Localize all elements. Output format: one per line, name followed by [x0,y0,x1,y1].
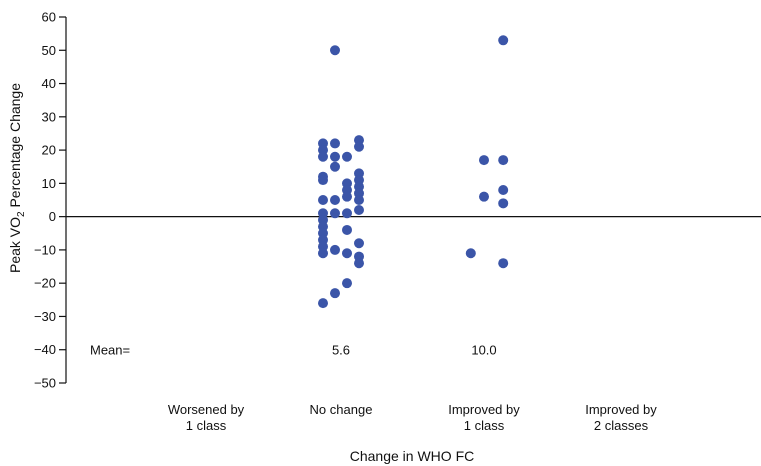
data-point [342,224,352,235]
category-label-worsened: Worsened by [168,402,245,417]
data-point [330,244,340,255]
data-point [330,151,340,162]
y-tick-marks [59,16,66,384]
mean-value: 5.6 [332,343,350,358]
y-tick-label: 20 [42,143,56,158]
data-point [498,155,509,166]
data-point [465,248,476,259]
data-point [330,161,340,172]
y-tick-label: 40 [42,76,56,91]
data-point [342,208,352,219]
data-point [354,204,364,215]
y-tick-label: −50 [34,376,56,391]
data-point [330,288,340,299]
data-point [498,258,509,269]
mean-values: Mean= 5.6 10.0 [90,343,497,358]
data-point [330,208,340,219]
data-point [479,191,489,202]
y-tick-label: −30 [34,309,56,324]
category-label-worsened: 1 class [186,418,227,433]
data-point [354,238,364,249]
y-tick-label: −20 [34,276,56,291]
data-point [354,258,364,269]
data-point [342,278,352,289]
data-point [498,198,509,209]
data-point [498,35,509,46]
y-axis-title-tail: Percentage Change [7,83,23,212]
mean-label: Mean= [90,343,130,358]
data-point [318,175,328,186]
data-point [318,248,328,259]
data-point [330,138,340,149]
data-point [342,191,352,202]
y-tick-label: 30 [42,109,56,124]
data-point [318,298,328,309]
y-tick-label: 10 [42,176,56,191]
data-point [479,155,489,166]
data-point [354,141,364,152]
data-point [354,195,364,205]
data-point [330,45,340,56]
data-point [498,185,509,196]
mean-value: 10.0 [471,343,496,358]
category-label-improved-2: 2 classes [594,418,649,433]
y-tick-label: 0 [49,209,56,224]
category-label-improved-1: Improved by [448,402,520,417]
y-axis-title: Peak VO2 Percentage Change [7,83,27,273]
y-axis-title-subscript: 2 [16,211,27,217]
data-point [330,195,340,205]
y-tick-label: −10 [34,242,56,257]
data-point [318,195,328,205]
data-point [342,248,352,259]
y-tick-label: −40 [34,342,56,357]
data-point [342,151,352,162]
category-label-no-change: No change [310,402,373,417]
y-tick-label: 60 [42,10,56,25]
y-tick-label: 50 [42,43,56,58]
y-axis-title-main: Peak VO [7,217,23,273]
data-point [318,151,328,162]
data-points [318,35,509,309]
category-label-improved-2: Improved by [585,402,657,417]
x-axis-title: Change in WHO FC [350,448,474,464]
category-label-improved-1: 1 class [464,418,505,433]
y-tick-labels: 60 50 40 30 20 10 0 −10 −20 −30 −40 −50 [34,10,56,391]
